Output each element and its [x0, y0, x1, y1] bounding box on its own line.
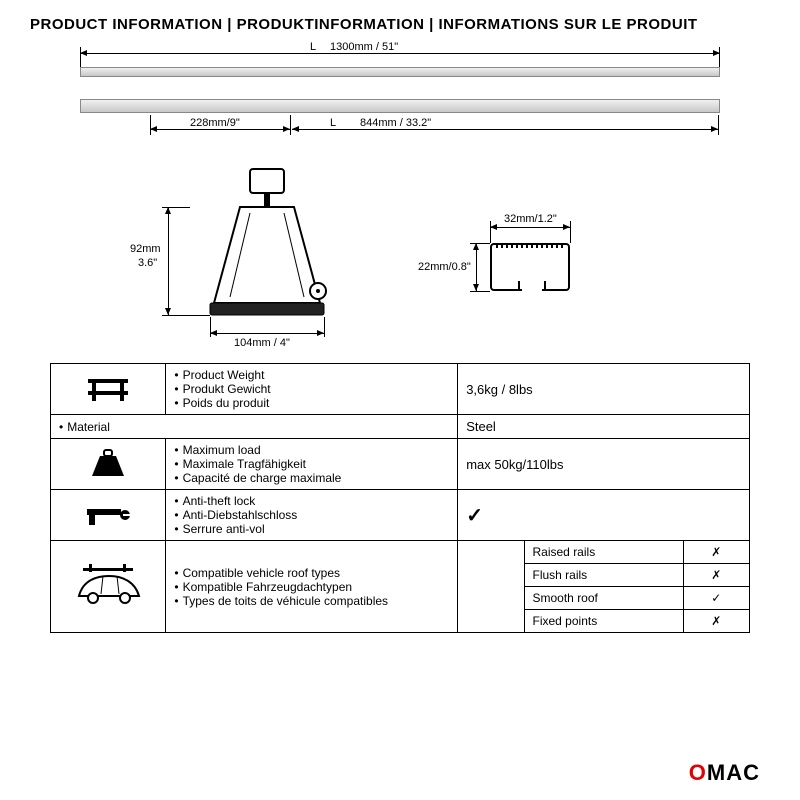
dim-foot-height-in: 3.6"	[138, 257, 157, 269]
roof-type-value: ✗	[683, 610, 749, 633]
dim-cs-height: 22mm/0.8"	[418, 261, 471, 273]
dim-l2-prefix: L	[330, 117, 336, 129]
compat-spacer	[458, 541, 524, 633]
spec-row: Anti-theft lockAnti-DiebstahlschlossSerr…	[51, 490, 750, 541]
spec-label: Maximum load	[174, 443, 449, 457]
dim-foot-width: 104mm / 4"	[234, 337, 290, 349]
roof-type-value: ✓	[683, 587, 749, 610]
dim-cs-width: 32mm/1.2"	[504, 213, 557, 225]
technical-diagram: L 1300mm / 51" 228mm/9" L 844mm / 33.2" …	[30, 43, 770, 363]
spec-value: 3,6kg / 8lbs	[458, 364, 750, 415]
roof-type-label: Flush rails	[524, 564, 683, 587]
second-rail-bar	[80, 99, 720, 113]
car-icon	[51, 541, 166, 633]
compat-row: Compatible vehicle roof typesKompatible …	[51, 541, 750, 564]
spec-label: Maximale Tragfähigkeit	[174, 457, 449, 471]
spec-label: Material	[59, 420, 449, 434]
spec-value: ✓	[458, 490, 750, 541]
spec-label: Capacité de charge maximale	[174, 471, 449, 485]
page-title: PRODUCT INFORMATION | PRODUKTINFORMATION…	[0, 0, 800, 43]
spec-value: max 50kg/110lbs	[458, 439, 750, 490]
cross-section	[490, 243, 570, 291]
roof-type-value: ✗	[683, 564, 749, 587]
bars-icon	[51, 364, 166, 415]
spec-label: Product Weight	[174, 368, 449, 382]
compat-label: Compatible vehicle roof types	[174, 566, 449, 580]
roof-type-label: Smooth roof	[524, 587, 683, 610]
compat-label: Kompatible Fahrzeugdachtypen	[174, 580, 449, 594]
spec-label: Poids du produit	[174, 396, 449, 410]
roof-type-value: ✗	[683, 541, 749, 564]
compat-label: Types de toits de véhicule compatibles	[174, 594, 449, 608]
spec-label: Anti-theft lock	[174, 494, 449, 508]
dim-l-prefix: L	[310, 41, 316, 53]
spec-row: Product WeightProdukt GewichtPoids du pr…	[51, 364, 750, 415]
spec-label: Anti-Diebstahlschloss	[174, 508, 449, 522]
top-rail-bar	[80, 67, 720, 77]
roof-type-label: Fixed points	[524, 610, 683, 633]
dim-inner-length: 844mm / 33.2"	[360, 117, 431, 129]
brand-logo: OMAC	[689, 760, 760, 786]
spec-table: Product WeightProdukt GewichtPoids du pr…	[50, 363, 750, 633]
spec-value: Steel	[458, 415, 750, 439]
weight-icon	[51, 439, 166, 490]
lock-icon	[51, 490, 166, 541]
dim-overall-length: 1300mm / 51"	[330, 41, 398, 53]
spec-label: Serrure anti-vol	[174, 522, 449, 536]
dim-offset: 228mm/9"	[190, 117, 240, 129]
spec-row: Maximum loadMaximale TragfähigkeitCapaci…	[51, 439, 750, 490]
foot-diagram	[180, 163, 360, 343]
dim-foot-height-mm: 92mm	[130, 243, 161, 255]
spec-row: Material Steel	[51, 415, 750, 439]
roof-type-label: Raised rails	[524, 541, 683, 564]
spec-label: Produkt Gewicht	[174, 382, 449, 396]
